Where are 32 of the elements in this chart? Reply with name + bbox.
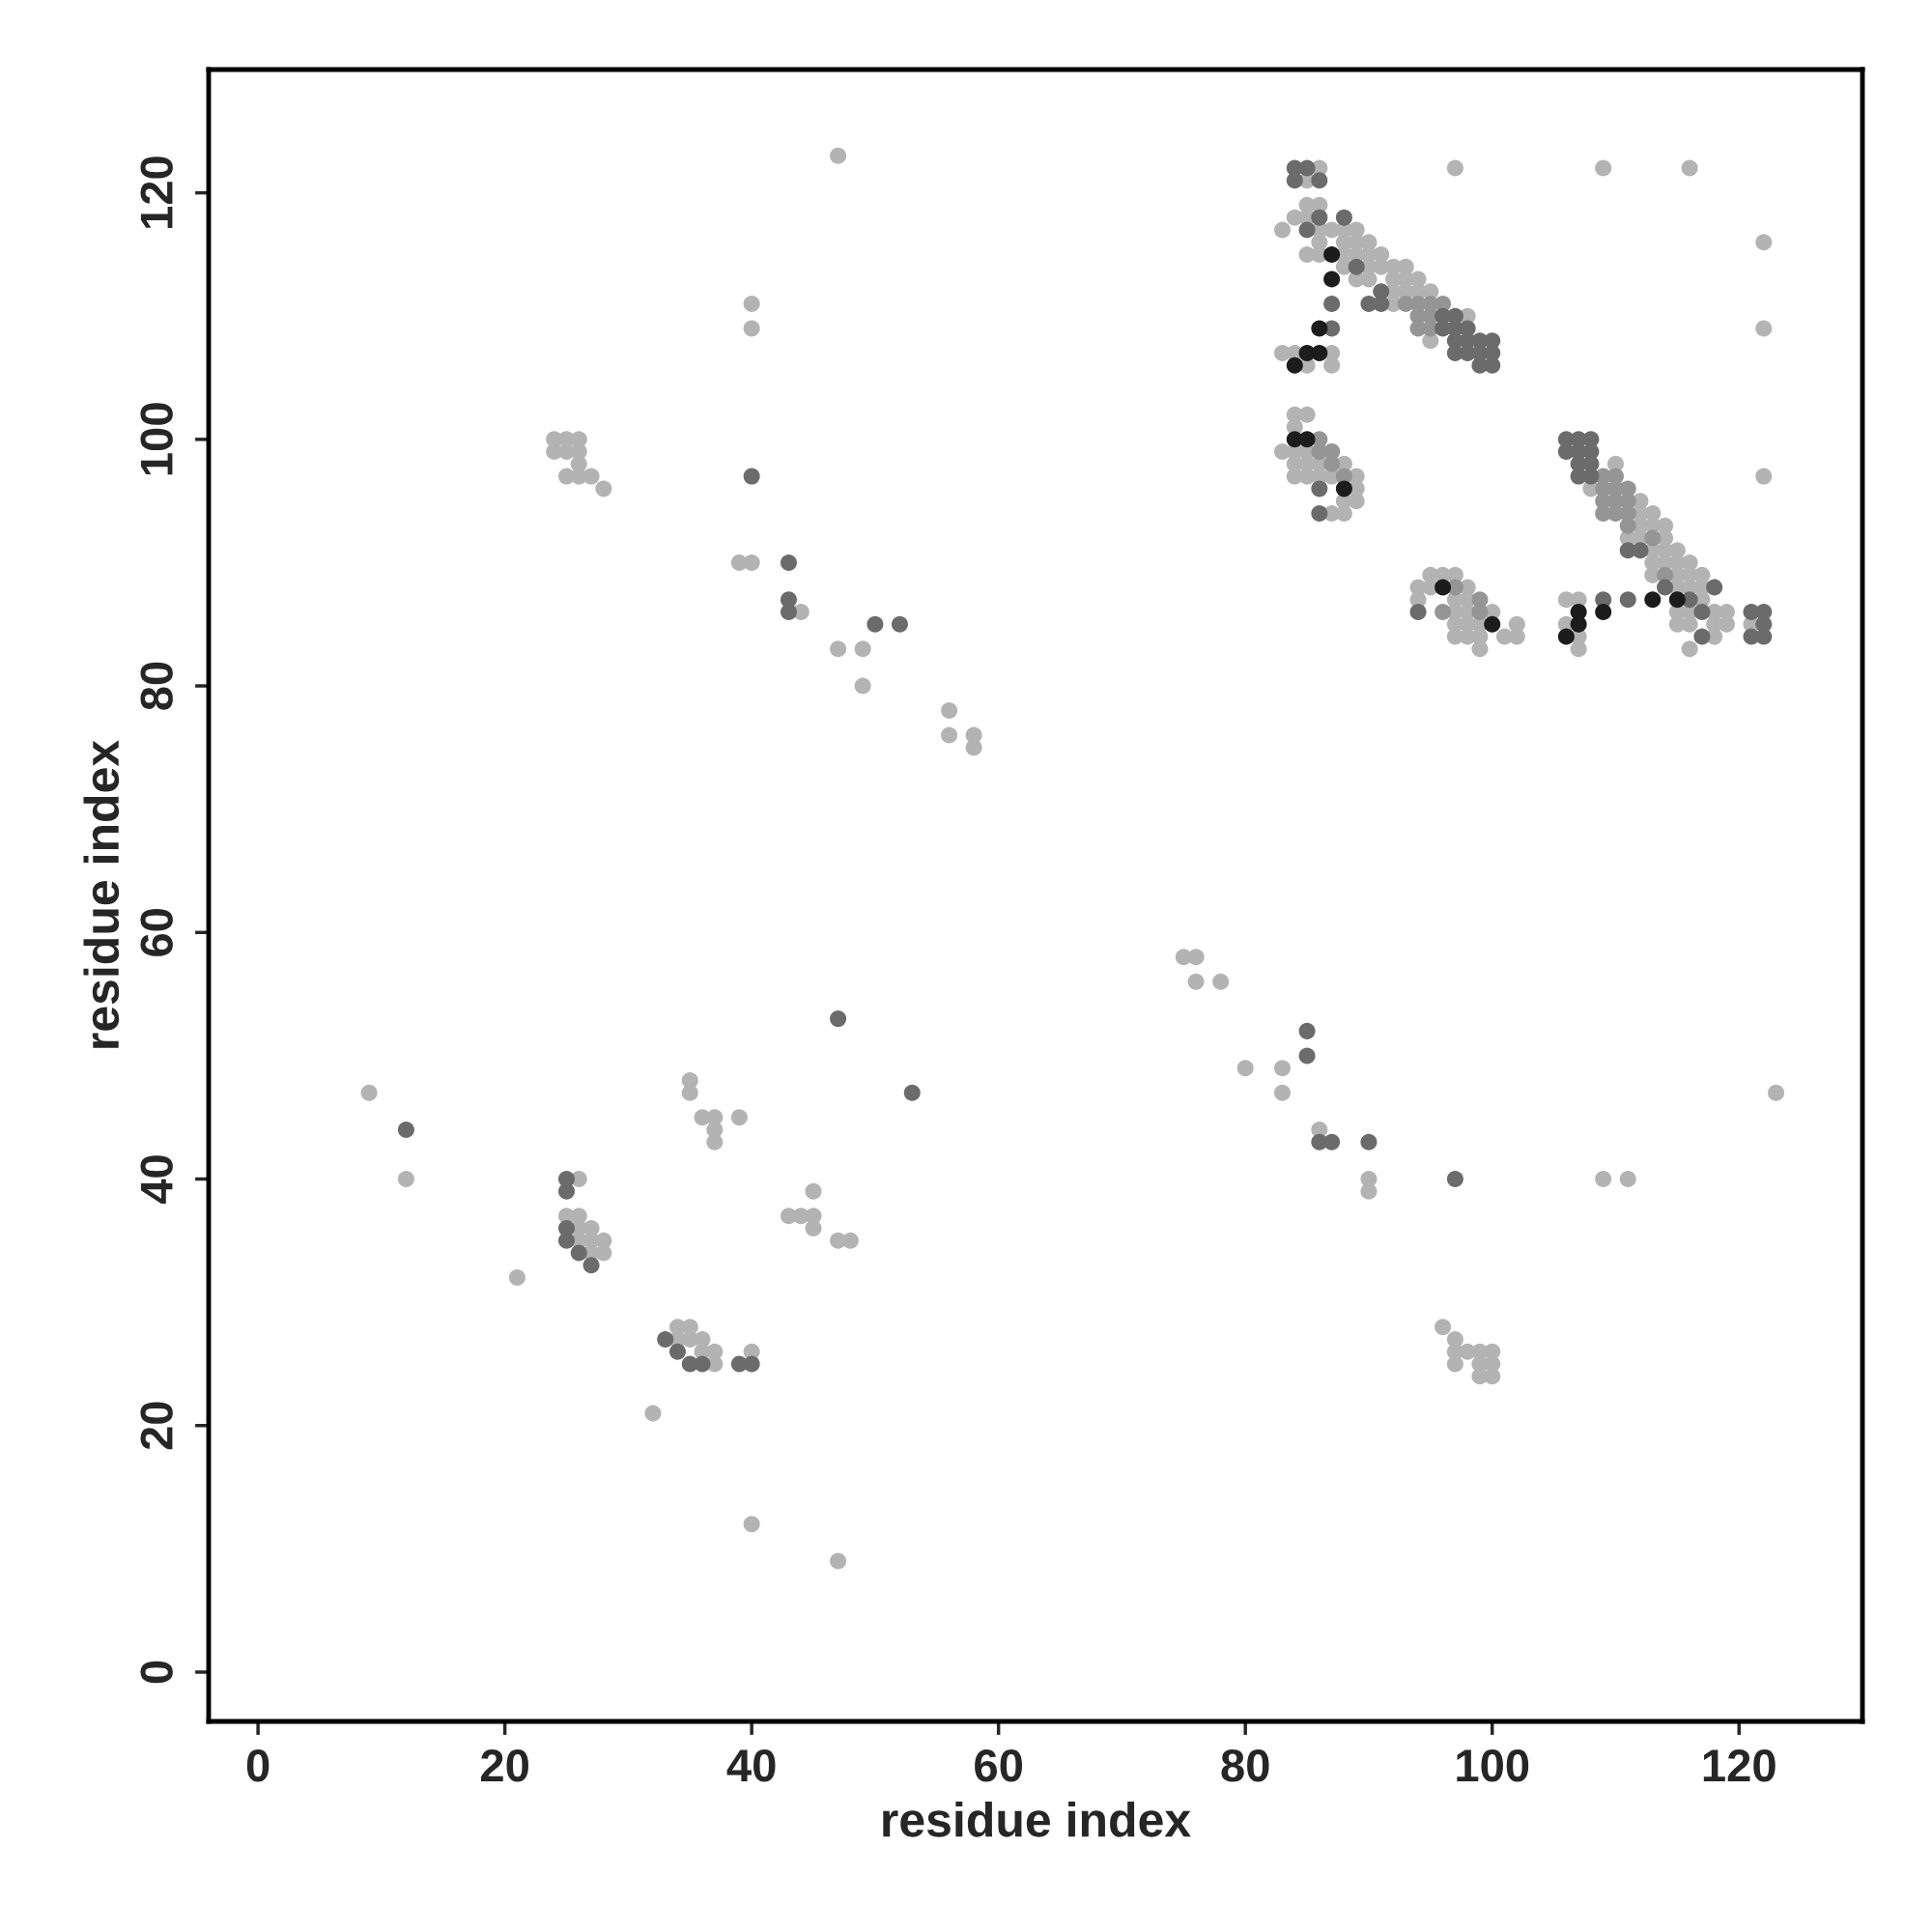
point <box>1668 591 1686 609</box>
point <box>1557 628 1575 645</box>
y-tick-label: 40 <box>140 1155 173 1205</box>
x-tick-label: 80 <box>1221 1749 1269 1782</box>
y-axis-title: residue index <box>83 740 120 1048</box>
point <box>1435 579 1452 596</box>
x-axis-title: residue index <box>883 1801 1191 1837</box>
point <box>1311 345 1328 362</box>
x-tick-label: 100 <box>1457 1749 1529 1782</box>
y-tick-label: 20 <box>140 1402 173 1450</box>
y-tick-label: 60 <box>140 908 173 956</box>
point <box>1484 615 1501 633</box>
point <box>1435 603 1452 620</box>
y-tick-label: 0 <box>140 1661 173 1684</box>
y-tick-label: 120 <box>140 156 173 229</box>
x-tick-label: 60 <box>975 1749 1022 1782</box>
point <box>1323 270 1341 288</box>
y-tick-label: 100 <box>140 403 173 475</box>
point <box>1298 431 1316 448</box>
point <box>1323 245 1341 263</box>
point <box>1570 615 1587 633</box>
y-tick-label: 80 <box>140 662 173 710</box>
x-tick-label: 40 <box>726 1749 776 1782</box>
point <box>1286 356 1303 374</box>
x-tick-label: 20 <box>481 1749 528 1782</box>
x-tick-label: 120 <box>1703 1749 1776 1782</box>
point <box>1644 529 1662 547</box>
x-tick-label: 0 <box>246 1749 270 1782</box>
point <box>1595 603 1612 620</box>
point <box>1644 591 1662 609</box>
point <box>1311 320 1328 337</box>
point <box>1335 480 1352 497</box>
